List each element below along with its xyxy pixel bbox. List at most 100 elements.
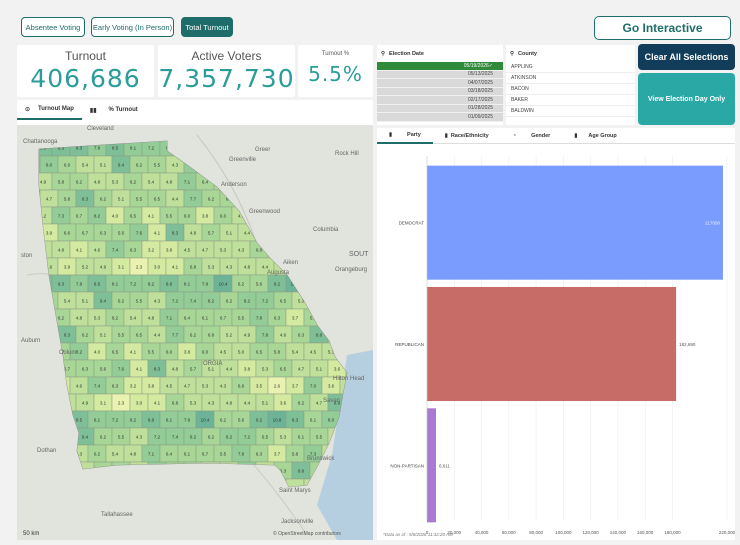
- county-value-label: 5.4: [112, 452, 119, 457]
- county-value-label: 3.1: [118, 265, 125, 270]
- county-value-label: 6.8: [208, 333, 215, 338]
- county-value-label: 4.3: [208, 401, 215, 406]
- county-value-label: 3.9: [64, 265, 71, 270]
- tab-turnout-map[interactable]: ⊙ Turnout Map: [17, 100, 82, 120]
- county-value-label: 10.8: [273, 418, 282, 423]
- county-shape[interactable]: [339, 376, 358, 395]
- county-value-label: 6.0: [202, 350, 209, 355]
- election-date-item[interactable]: 01/09/2025: [377, 113, 503, 122]
- tab-age-group[interactable]: ▮ Age Group: [562, 128, 628, 144]
- county-value-label: 6.1: [310, 418, 317, 423]
- county-value-label: 4.1: [154, 401, 161, 406]
- county-value-label: 5.3: [280, 435, 287, 440]
- chart-tabs: ▮ Party ▮ Race/Ethnicity ◔ Gender ▮ Age …: [377, 128, 735, 144]
- county-value-label: 7.8: [202, 282, 209, 287]
- election-date-item[interactable]: 05/19/2026 ✓: [377, 62, 503, 71]
- election-date-header[interactable]: ⚲ Election Date: [377, 45, 503, 62]
- tab-race-ethnicity-label: Race/Ethnicity: [450, 132, 489, 139]
- tab-party-label: Party: [407, 131, 421, 138]
- county-value-label: 5.5: [118, 333, 125, 338]
- clear-all-selections-button[interactable]: Clear All Selections: [638, 44, 735, 70]
- tab-gender[interactable]: ◔ Gender: [501, 128, 563, 144]
- tab-early-voting[interactable]: Early Voting (In Person): [91, 17, 174, 37]
- county-value-label: 5.5: [136, 197, 143, 202]
- county-value-label: 4.3: [136, 435, 143, 440]
- tab-absentee-voting[interactable]: Absentee Voting: [21, 17, 85, 37]
- county-value-label: 7.8: [238, 452, 245, 457]
- county-value-label: 5.3: [208, 265, 215, 270]
- county-value-label: 6.3: [298, 333, 305, 338]
- county-value-label: 5.6: [118, 231, 125, 236]
- x-tick-label: 80,000: [529, 530, 543, 535]
- county-value-label: 3.7: [274, 452, 281, 457]
- turnout-pct-label: Turnout %: [321, 51, 350, 57]
- election-date-item[interactable]: 04/07/2025: [377, 79, 503, 88]
- county-value-label: 6.2: [100, 197, 107, 202]
- georgia-map[interactable]: 8.8 8.3 9.3 7.8 8.5 8.1 7.2 8.2 8.8 8.1 7.8 10.4 6.2…: [17, 125, 373, 540]
- tab-party[interactable]: ▮ Party: [377, 128, 433, 144]
- county-header[interactable]: ⚲ County: [506, 45, 635, 62]
- tab-race-ethnicity[interactable]: ▮ Race/Ethnicity: [433, 128, 501, 144]
- election-date-item[interactable]: 01/28/2025: [377, 104, 503, 113]
- x-tick-label: 220,000: [719, 530, 735, 535]
- county-shape[interactable]: [285, 478, 305, 496]
- county-value-label: 8.2: [244, 299, 251, 304]
- county-value-label: 8.5: [76, 418, 83, 423]
- county-value-label: 8.8: [298, 469, 305, 474]
- county-item[interactable]: APPLING: [506, 62, 635, 73]
- county-value-label: 5.4: [130, 316, 137, 321]
- county-value-label: 7.7: [172, 333, 179, 338]
- county-value-label: 3.7: [292, 384, 299, 389]
- county-value-label: 4.4: [154, 333, 161, 338]
- county-value-label: 6.2: [118, 299, 125, 304]
- county-value-label: 5.8: [274, 350, 281, 355]
- county-value-label: 5.3: [94, 316, 101, 321]
- county-value-label: 3.6: [280, 401, 287, 406]
- bar-chart-icon: ▮: [574, 132, 578, 139]
- tab-total-turnout[interactable]: Total Turnout: [181, 17, 233, 37]
- bar-non-partisan[interactable]: [427, 408, 437, 523]
- place-label: Brunswick: [307, 456, 335, 462]
- party-bar-chart: 0 20,000 40,000 60,000 80,000 100,000 120,000 1…: [390, 156, 735, 535]
- map-pin-icon: ⊙: [25, 106, 31, 113]
- search-icon: ⚲: [510, 50, 515, 57]
- county-value-label: 8.8: [334, 401, 341, 406]
- county-value-label: 7.4: [112, 248, 119, 253]
- election-date-item[interactable]: 03/18/2025: [377, 87, 503, 96]
- county-value-label: 5.7: [208, 231, 215, 236]
- tab-pct-turnout[interactable]: ▮▮ % Turnout: [82, 100, 146, 120]
- go-interactive-button[interactable]: Go Interactive: [594, 16, 731, 40]
- view-election-day-button[interactable]: View Election Day Only: [638, 73, 735, 125]
- county-value-label: 4.7: [46, 197, 53, 202]
- county-item[interactable]: BALDWIN: [506, 106, 635, 117]
- election-date-item[interactable]: 05/13/2025: [377, 70, 503, 79]
- county-value-label: 7.2: [148, 146, 155, 151]
- x-tick-label: 180,000: [664, 530, 681, 535]
- county-value-label: 6.5: [136, 333, 143, 338]
- county-value-label: 4.9: [100, 265, 107, 270]
- bar-republican[interactable]: [427, 286, 677, 402]
- county-value-label: 7.3: [310, 452, 317, 457]
- county-value-label: 7.1: [166, 316, 173, 321]
- county-value-label: 7.6: [136, 231, 143, 236]
- bar-democrat[interactable]: [427, 165, 723, 280]
- county-value-label: 4.1: [148, 214, 155, 219]
- election-date-item[interactable]: 02/17/2025: [377, 96, 503, 105]
- county-item[interactable]: BACON: [506, 84, 635, 95]
- county-value-label: 4.0: [112, 214, 119, 219]
- county-value-label: 5.6: [256, 282, 263, 287]
- county-value-label: 6.4: [184, 316, 191, 321]
- county-value-label: 3.5: [256, 384, 263, 389]
- county-value-label: 5.3: [298, 299, 305, 304]
- county-value-label: 5.3: [202, 384, 209, 389]
- map-attribution: © OpenStreetMap contributors: [273, 530, 341, 537]
- county-value-label: 10.4: [201, 418, 210, 423]
- county-item[interactable]: ATKINSON: [506, 73, 635, 84]
- county-value-label: 9.3: [58, 282, 65, 287]
- category-label: REPUBLICAN: [395, 342, 424, 347]
- map-area[interactable]: 8.8 8.3 9.3 7.8 8.5 8.1 7.2 8.2 8.8 8.1 7.8 10.4 6.2…: [17, 125, 373, 540]
- county-value-label: 5.2: [82, 265, 89, 270]
- county-item[interactable]: BAKER: [506, 95, 635, 106]
- county-value-label: 5.1: [208, 367, 215, 372]
- tab-turnout-map-label: Turnout Map: [38, 106, 74, 112]
